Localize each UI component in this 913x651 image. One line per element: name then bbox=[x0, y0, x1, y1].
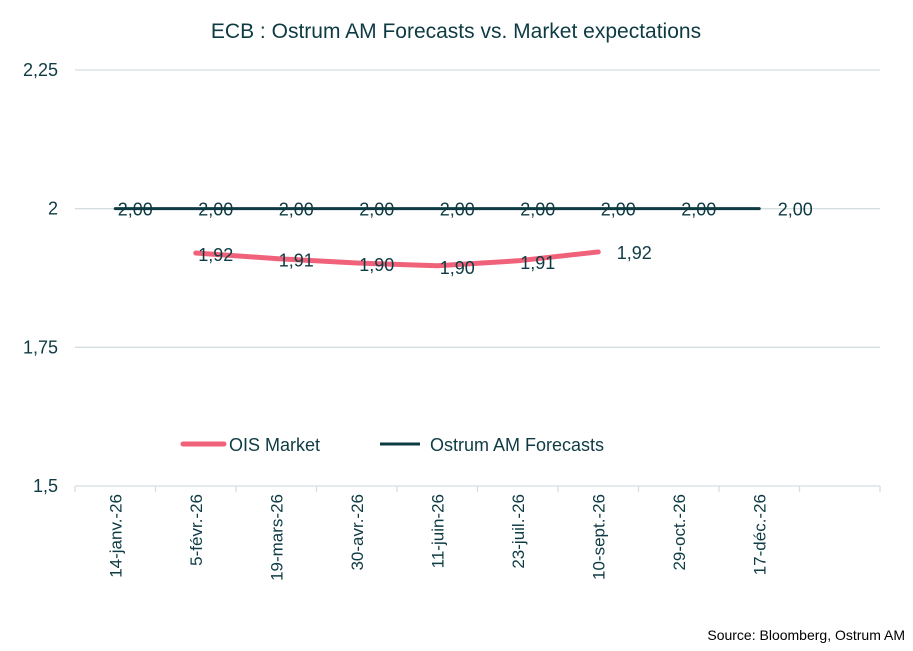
data-label: 1,91 bbox=[520, 253, 555, 273]
data-label: 2,00 bbox=[198, 200, 233, 220]
x-tick-label: 17-déc.-26 bbox=[750, 494, 769, 575]
data-label: 2,00 bbox=[359, 200, 394, 220]
ois-market-line bbox=[193, 249, 601, 269]
data-label: 2,00 bbox=[601, 200, 636, 220]
y-tick-label: 2 bbox=[48, 199, 58, 219]
x-tick-label: 19-mars-26 bbox=[267, 494, 286, 581]
data-label: 2,00 bbox=[118, 200, 153, 220]
data-label: 1,91 bbox=[279, 251, 314, 271]
series-group: 1,92 1,91 1,90 1,90 1,91 1,92 2,00 2,00 2,00 2,00… bbox=[113, 200, 813, 278]
legend-label-ois: OIS Market bbox=[229, 435, 320, 455]
x-tick-label: 10-sept.-26 bbox=[589, 494, 608, 580]
y-tick-label: 1,75 bbox=[23, 337, 58, 357]
legend: OIS Market Ostrum AM Forecasts bbox=[180, 435, 604, 455]
data-label: 1,90 bbox=[359, 255, 394, 275]
x-tick-label: 30-avr.-26 bbox=[348, 494, 367, 571]
x-tick-label: 29-oct.-26 bbox=[670, 494, 689, 571]
data-label: 2,00 bbox=[681, 200, 716, 220]
x-tick-label: 23-juil.-26 bbox=[509, 494, 528, 569]
source-note: Source: Bloomberg, Ostrum AM bbox=[707, 627, 905, 643]
y-tick-label: 2,25 bbox=[23, 60, 58, 80]
x-tick-label: 11-juin-26 bbox=[428, 494, 447, 568]
x-axis: 14-janv.-26 5-févr.-26 19-mars-26 30-avr.-2… bbox=[74, 486, 881, 581]
data-label: 2,00 bbox=[440, 200, 475, 220]
x-tick-label: 14-janv.-26 bbox=[106, 494, 125, 578]
x-tick-label: 5-févr.-26 bbox=[187, 494, 206, 566]
data-label: 2,00 bbox=[279, 200, 314, 220]
data-label: 1,92 bbox=[198, 245, 233, 265]
data-label: 1,90 bbox=[440, 258, 475, 278]
data-label: 2,00 bbox=[520, 200, 555, 220]
chart-title: ECB : Ostrum AM Forecasts vs. Market exp… bbox=[211, 20, 701, 43]
legend-label-ostrum: Ostrum AM Forecasts bbox=[430, 435, 604, 455]
grid bbox=[75, 69, 880, 487]
y-axis: 1,5 1,75 2 2,25 bbox=[23, 60, 58, 496]
data-label: 2,00 bbox=[778, 200, 813, 220]
data-label: 1,92 bbox=[617, 243, 652, 263]
y-tick-label: 1,5 bbox=[33, 476, 58, 496]
